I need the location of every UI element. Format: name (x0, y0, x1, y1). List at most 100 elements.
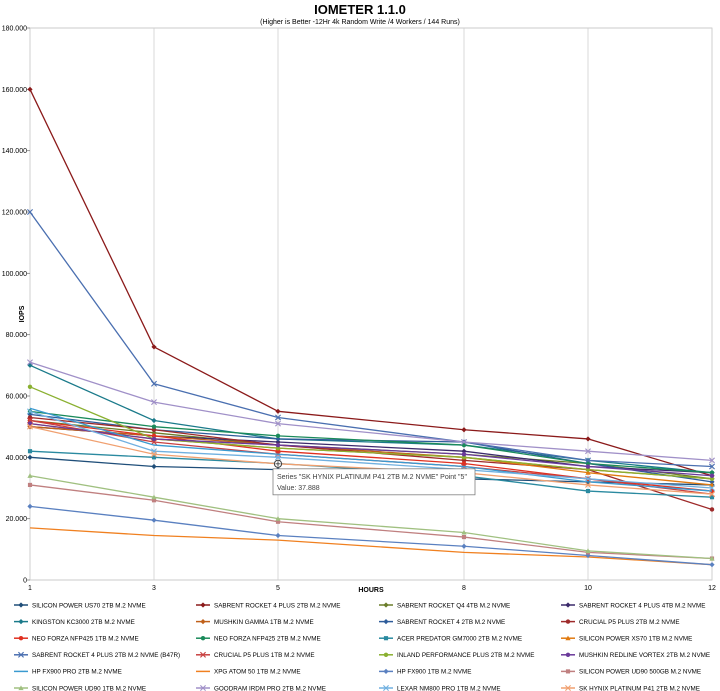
series-18 (29, 527, 713, 566)
data-point (151, 399, 157, 406)
data-point (275, 454, 281, 461)
data-point (275, 442, 281, 448)
legend-label: MUSHKIN REDLINE VORTEX 2TB M.2 NVME (579, 652, 710, 659)
series-line (29, 386, 713, 480)
marker-stroke (565, 685, 571, 691)
x-tick-label: 3 (152, 585, 156, 592)
x-tick-label: 5 (276, 585, 280, 592)
data-point (151, 451, 157, 458)
marker-stroke (27, 423, 33, 430)
legend-item: KINGSTON KC3000 2TB M.2 NVME (14, 619, 135, 626)
data-point (275, 433, 281, 439)
legend-label: HP FX900 1TB M.2 NVME (397, 669, 471, 676)
y-tick-label: 100.000 (2, 271, 27, 278)
series-line (29, 475, 713, 560)
data-point (461, 442, 467, 448)
legend-label: SILICON POWER UD90 500GB M.2 NVME (579, 669, 701, 676)
y-tick-label: 180.000 (2, 26, 27, 33)
data-point (27, 421, 33, 426)
series-line (29, 527, 713, 566)
data-point (585, 475, 591, 482)
data-point (27, 454, 33, 460)
legend-label: SILICON POWER UD90 1TB M.2 NVME (32, 685, 146, 691)
data-point (151, 433, 157, 439)
y-tick-label: 0 (23, 578, 27, 585)
series-line (29, 89, 713, 477)
marker-stroke (27, 408, 33, 415)
data-point (27, 503, 33, 509)
marker-stroke (461, 439, 467, 445)
y-tick-label: 20.000 (6, 516, 28, 523)
legend-item: NEO FORZA NFP425 1TB M.2 NVME (14, 636, 139, 643)
marker-stroke (585, 457, 591, 464)
y-tick-label: 80.000 (6, 332, 28, 339)
marker-stroke (27, 209, 33, 215)
series-line (29, 422, 713, 477)
y-axis-title: IOPS (19, 305, 26, 322)
data-point (27, 408, 33, 415)
data-point (585, 488, 591, 494)
data-point (709, 482, 715, 488)
legend-item: SABRENT ROCKET 4 PLUS 2TB M.2 NVME (B47R… (14, 651, 180, 659)
data-point (461, 461, 467, 466)
series-line (29, 505, 713, 566)
tooltip: Series "SK HYNIX PLATINUM P41 2TB M.2 NV… (272, 459, 476, 496)
data-point (151, 455, 157, 460)
marker-stroke (585, 481, 591, 488)
legend-label: SABRENT ROCKET 4 PLUS 2TB M.2 NVME (B47R… (32, 652, 180, 659)
legend-label: SABRENT ROCKET 4 2TB M.2 NVME (397, 619, 505, 626)
data-point (151, 498, 157, 503)
series-line (29, 410, 713, 474)
legend-label: NEO FORZA NFP425 1TB M.2 NVME (32, 636, 139, 643)
data-point (709, 491, 715, 498)
data-point (585, 448, 591, 455)
data-point (585, 548, 591, 553)
marker-stroke (709, 457, 715, 464)
data-point (275, 420, 281, 427)
legend-label: HP FX900 PRO 2TB M.2 NVME (32, 669, 122, 676)
data-point (461, 529, 467, 535)
series-line (29, 484, 713, 560)
data-point (151, 517, 157, 523)
legend-item: SILICON POWER XS70 1TB M.2 NVME (561, 636, 692, 643)
series-line (29, 361, 713, 462)
legend-item: GOODRAM IRDM PRO 2TB M.2 NVME (196, 685, 326, 691)
legend-item: MUSHKIN GAMMA 1TB M.2 NVME (196, 619, 314, 626)
y-tick-label: 120.000 (2, 210, 27, 217)
legend-item: CRUCIAL P5 PLUS 1TB M.2 NVME (196, 651, 315, 659)
legend-item: HP FX900 PRO 2TB M.2 NVME (14, 669, 122, 676)
series-21 (27, 473, 715, 561)
data-point (275, 408, 281, 414)
marker-stroke (275, 420, 281, 427)
data-point (275, 445, 281, 451)
data-point (709, 479, 715, 485)
legend-marker (18, 619, 24, 625)
data-point (709, 562, 715, 568)
series-22 (27, 359, 715, 464)
data-point (709, 476, 715, 482)
data-point (709, 488, 715, 494)
x-tick-label: 10 (584, 585, 592, 592)
y-tick-label: 140.000 (2, 148, 27, 155)
series-24 (27, 423, 715, 498)
legend: SILICON POWER US70 2TB M.2 NVME SABRENT R… (14, 602, 710, 691)
data-point (27, 473, 33, 478)
legend-label: SILICON POWER XS70 1TB M.2 NVME (579, 636, 692, 643)
data-point (709, 473, 715, 478)
marker-stroke (18, 651, 24, 658)
legend-marker (18, 635, 24, 641)
legend-marker (383, 685, 389, 691)
data-point (275, 414, 281, 421)
legend-item: SILICON POWER UD90 500GB M.2 NVME (561, 669, 701, 676)
legend-marker (565, 669, 571, 674)
legend-label: NEO FORZA NFP425 2TB M.2 NVME (214, 636, 321, 643)
legend-label: SK HYNIX PLATINUM P41 2TB M.2 NVME (579, 685, 700, 691)
marker-stroke (585, 448, 591, 455)
data-point (585, 461, 591, 466)
data-point (709, 470, 715, 475)
legend-label: SILICON POWER US70 2TB M.2 NVME (32, 602, 146, 609)
legend-item: SABRENT ROCKET 4 PLUS 2TB M.2 NVME (196, 602, 340, 609)
marker-stroke (383, 685, 389, 691)
data-point (27, 384, 33, 390)
legend-label: LEXAR NM800 PRO 1TB M.2 NVME (397, 685, 501, 691)
